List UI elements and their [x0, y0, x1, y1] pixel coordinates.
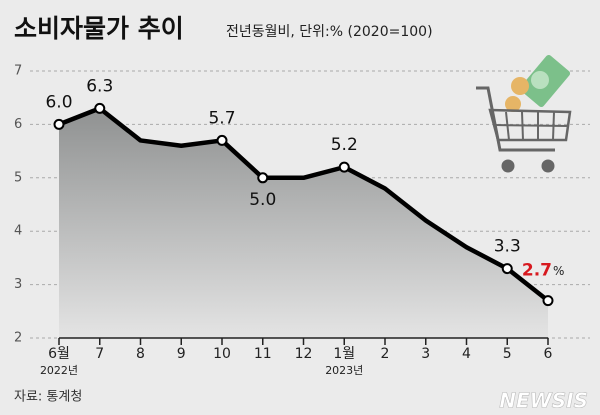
marker — [338, 161, 350, 173]
y-tick-label: 2 — [14, 331, 22, 346]
line — [58, 106, 550, 303]
x-tick-label: 12 — [295, 346, 313, 362]
y-tick-label: 7 — [14, 64, 22, 79]
area — [59, 108, 548, 338]
marker — [542, 295, 554, 307]
watermark: NEWSIS — [499, 389, 588, 413]
value-label: 6.0 — [45, 92, 72, 112]
marker — [501, 263, 513, 275]
x-tick-label: 10 — [213, 346, 231, 362]
x-tick-sublabel: 2023년 — [325, 364, 363, 377]
x-tick-label: 7 — [95, 346, 104, 362]
y-tick-label: 3 — [14, 277, 22, 292]
x-tick-label: 6 — [544, 346, 553, 362]
source: 자료: 통계청 — [14, 390, 82, 405]
x-tick-label: 9 — [177, 346, 186, 362]
marker — [94, 102, 106, 114]
x-tick-label: 3 — [421, 346, 430, 362]
x-tick-label: 5 — [503, 346, 512, 362]
value-label: 2.7 — [522, 261, 552, 281]
value-label: 3.3 — [494, 237, 521, 257]
x-tick-label: 4 — [462, 346, 471, 362]
y-tick-label: 4 — [14, 224, 22, 239]
x-tick-label: 6월 — [48, 346, 70, 362]
x-tick-label: 11 — [254, 346, 272, 362]
marker — [257, 172, 269, 184]
value-label: 5.2 — [331, 135, 358, 155]
marker — [53, 118, 65, 130]
y-tick-label: 6 — [14, 117, 22, 132]
chart-title: 소비자물가 추이 — [14, 14, 184, 43]
x-tick-label: 8 — [136, 346, 145, 362]
marker — [216, 134, 228, 146]
unit-label: % — [553, 264, 564, 278]
value-label: 5.0 — [249, 190, 276, 210]
value-label: 5.7 — [208, 108, 235, 128]
x-tick-label: 2 — [381, 346, 390, 362]
value-label: 6.3 — [86, 76, 113, 96]
cart-icon — [476, 54, 572, 173]
x-tick-sublabel: 2022년 — [40, 364, 78, 377]
x-tick-label: 1월 — [333, 346, 355, 362]
y-tick-label: 5 — [14, 170, 22, 185]
chart-subtitle: 전년동월비, 단위:% (2020=100) — [226, 24, 433, 40]
